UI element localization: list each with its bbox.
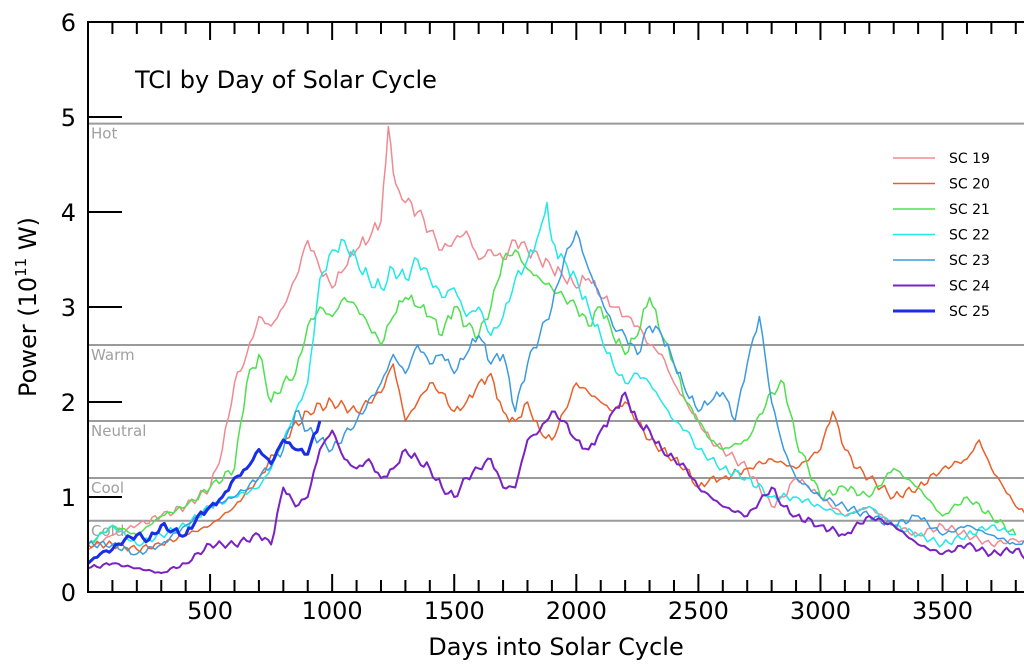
plot-frame xyxy=(87,21,1024,593)
x-tick-label: 2500 xyxy=(668,597,729,625)
legend-label-sc-20: SC 20 xyxy=(949,177,990,193)
x-tick-label: 2000 xyxy=(546,597,607,625)
series-line-sc-21 xyxy=(87,249,1017,545)
x-tick-label: 500 xyxy=(187,597,233,625)
series-line-sc-23 xyxy=(87,230,1024,556)
y-tick-label: 4 xyxy=(61,199,76,227)
y-tick-label: 0 xyxy=(61,579,76,607)
y-tick-label: 2 xyxy=(61,389,76,417)
y-tick-label: 5 xyxy=(61,104,76,132)
reference-label-cool: Cool xyxy=(91,479,124,497)
series-line-sc-20 xyxy=(87,363,1024,553)
legend-label-sc-25: SC 25 xyxy=(949,304,990,320)
legend-label-sc-24: SC 24 xyxy=(949,279,990,295)
y-tick-label: 1 xyxy=(61,484,76,512)
y-tick-label: 6 xyxy=(61,9,76,37)
series-line-sc-25 xyxy=(86,420,322,565)
series-line-sc-22 xyxy=(87,201,1016,548)
x-tick-label: 3000 xyxy=(790,597,851,625)
x-tick-label: 3500 xyxy=(912,597,973,625)
reference-label-neutral: Neutral xyxy=(91,422,146,440)
y-ticks: 0 1 2 3 4 5 6 xyxy=(61,9,122,607)
x-axis-label: Days into Solar Cycle xyxy=(428,633,684,661)
reference-label-warm: Warm xyxy=(91,346,135,364)
series-line-sc-24 xyxy=(87,391,1024,574)
y-axis-label-main: Power (10 xyxy=(14,277,42,397)
x-ticks: 500 1000 1500 2000 2500 3000 3500 xyxy=(111,22,1017,625)
legend: SC 19 SC 20 SC 21 SC 22 SC 23 SC 24 SC 25 xyxy=(893,151,990,320)
y-axis-label-end: W) xyxy=(14,217,42,258)
y-axis-label: Power (1011 W) xyxy=(12,217,42,397)
chart-title: TCI by Day of Solar Cycle xyxy=(134,66,437,94)
y-axis-label-sup: 11 xyxy=(12,258,30,277)
legend-label-sc-22: SC 22 xyxy=(949,228,990,244)
legend-label-sc-21: SC 21 xyxy=(949,202,990,218)
x-tick-label: 1500 xyxy=(424,597,485,625)
legend-label-sc-23: SC 23 xyxy=(949,253,990,269)
reference-label-hot: Hot xyxy=(91,125,117,143)
y-tick-label: 3 xyxy=(61,294,76,322)
series-lines xyxy=(86,125,1024,574)
x-tick-label: 1000 xyxy=(302,597,363,625)
legend-label-sc-19: SC 19 xyxy=(949,151,990,167)
